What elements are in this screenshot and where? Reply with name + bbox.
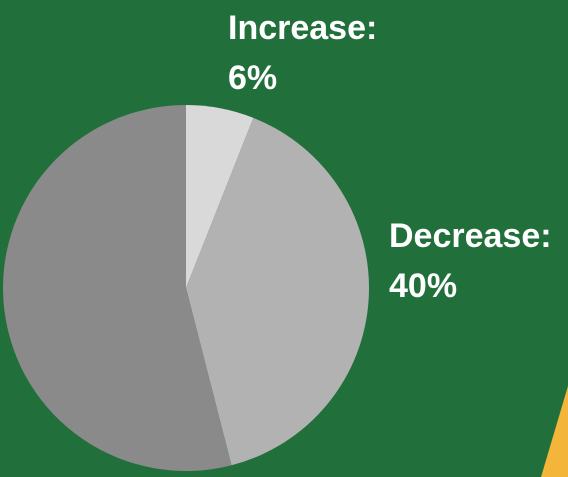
- increase-label-value: 6%: [228, 59, 278, 97]
- pie-slice-other: [2, 105, 232, 472]
- increase-label-name: Increase:: [228, 9, 378, 47]
- pie-slices: [2, 105, 369, 472]
- pie-slice-decrease: [186, 117, 369, 466]
- decrease-label-value: 40%: [389, 267, 458, 305]
- accent-shape: [541, 386, 568, 477]
- pie-slice-increase: [186, 105, 254, 288]
- increase-data-label: Increase: 6%: [228, 3, 377, 103]
- decrease-data-label: Decrease: 40%: [389, 211, 552, 311]
- decrease-label-name: Decrease:: [389, 217, 552, 255]
